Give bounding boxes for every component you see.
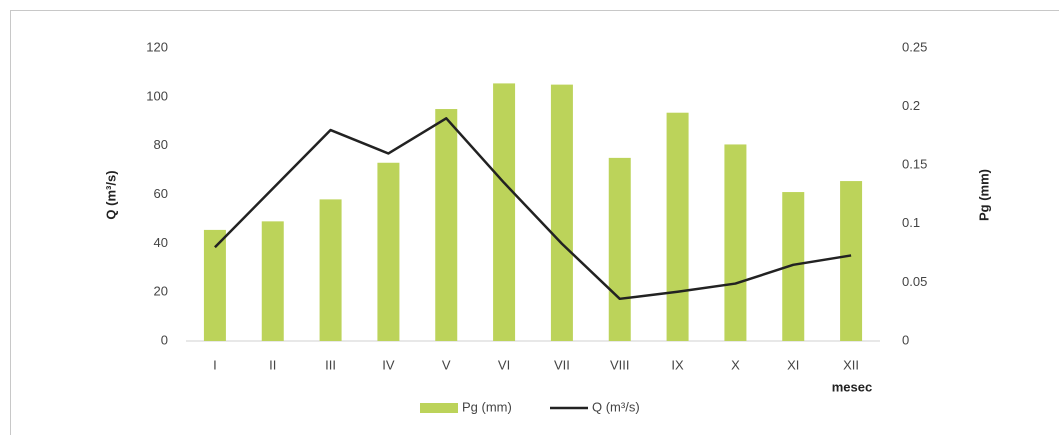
y2-tick-label: 0 [902,332,909,347]
x-tick-label: XI [787,357,799,372]
x-tick-label: IX [671,357,684,372]
y2-tick-label: 0.2 [902,98,920,113]
y2-tick-label: 0.05 [902,274,927,289]
bar [319,199,342,341]
bar [203,229,226,341]
bar [666,112,689,342]
x-tick-label: IV [382,357,395,372]
bar [608,157,631,341]
y-axis-title: Q (m³/s) [103,170,118,219]
bar [724,144,747,341]
frame [10,10,1059,435]
bar [493,83,516,341]
x-tick-label: VII [554,357,570,372]
y2-axis-title: Pg (mm) [976,169,991,221]
legend-label: Pg (mm) [462,399,512,414]
bar [840,181,863,341]
y-tick-label: 60 [154,186,168,201]
x-tick-label: VIII [610,357,630,372]
line [214,117,852,301]
x-tick-label: V [442,357,451,372]
y2-tick-label: 0.15 [902,157,927,172]
x-axis-title: mesec [832,379,872,394]
x-tick-label: I [213,357,217,372]
y-tick-label: 0 [161,332,168,347]
bar [261,221,284,341]
bar [377,162,400,341]
x-tick-label: X [731,357,740,372]
y2-tick-label: 0.1 [902,215,920,230]
legend-swatch [420,403,458,413]
y-tick-label: 120 [146,39,168,54]
y-tick-label: 80 [154,137,168,152]
x-tick-label: II [269,357,276,372]
x-tick-label: XII [843,357,859,372]
y-tick-label: 100 [146,88,168,103]
y2-tick-label: 0.25 [902,39,927,54]
bar [435,109,458,342]
x-tick-label: VI [498,357,510,372]
bar [550,84,573,341]
y-tick-label: 40 [154,235,168,250]
x-tick-label: III [325,357,336,372]
y-tick-label: 20 [154,284,168,299]
bar [782,192,805,341]
legend-label: Q (m³/s) [592,399,640,414]
